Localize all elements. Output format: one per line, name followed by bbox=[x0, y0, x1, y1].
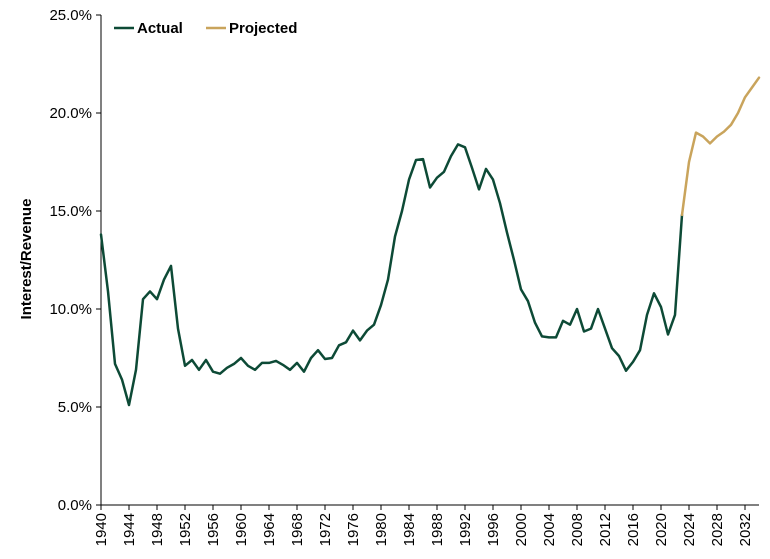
x-tick-label: 1948 bbox=[149, 513, 166, 546]
x-tick-label: 1968 bbox=[289, 513, 306, 546]
y-tick-label: 20.0% bbox=[49, 105, 92, 122]
x-tick-label: 1976 bbox=[345, 513, 362, 546]
x-tick-label: 2000 bbox=[513, 513, 530, 546]
chart-legend: Actual Projected bbox=[114, 20, 297, 37]
x-tick-label: 1940 bbox=[93, 513, 110, 546]
x-tick-label: 2028 bbox=[709, 513, 726, 546]
y-tick-label: 15.0% bbox=[49, 203, 92, 220]
x-tick-label: 1980 bbox=[373, 513, 390, 546]
y-tick-label: 5.0% bbox=[58, 399, 92, 416]
x-tick-label: 1996 bbox=[485, 513, 502, 546]
x-tick-label: 1956 bbox=[205, 513, 222, 546]
legend-label-projected: Projected bbox=[229, 20, 297, 37]
x-tick-label: 1964 bbox=[261, 513, 278, 546]
chart-series bbox=[99, 76, 761, 407]
chart-axes bbox=[96, 14, 759, 510]
y-tick-label: 25.0% bbox=[49, 7, 92, 24]
x-tick-label: 2012 bbox=[597, 513, 614, 546]
x-tick-label: 2032 bbox=[737, 513, 754, 546]
y-axis-title: Interest/Revenue bbox=[18, 199, 35, 320]
y-tick-label: 10.0% bbox=[49, 301, 92, 318]
x-tick-label: 1972 bbox=[317, 513, 334, 546]
y-tick-labels: 0.0% 5.0% 10.0% 15.0% 20.0% 25.0% bbox=[49, 7, 92, 514]
series-line-projected bbox=[680, 76, 761, 217]
x-tick-label: 1992 bbox=[457, 513, 474, 546]
x-tick-label: 2004 bbox=[541, 513, 558, 546]
x-tick-label: 1952 bbox=[177, 513, 194, 546]
y-tick-label: 0.0% bbox=[58, 497, 92, 514]
x-tick-label: 1944 bbox=[121, 513, 138, 546]
x-tick-label: 2008 bbox=[569, 513, 586, 546]
x-tick-label: 1960 bbox=[233, 513, 250, 546]
legend-label-actual: Actual bbox=[137, 20, 183, 37]
x-tick-label: 2016 bbox=[625, 513, 642, 546]
x-tick-labels: 1940 1944 1948 1952 1956 1960 1964 1968 1972 1976… bbox=[93, 513, 754, 546]
x-tick-label: 2024 bbox=[681, 513, 698, 546]
x-tick-label: 2020 bbox=[653, 513, 670, 546]
x-tick-label: 1988 bbox=[429, 513, 446, 546]
series-line-actual bbox=[99, 143, 684, 407]
x-tick-label: 1984 bbox=[401, 513, 418, 546]
